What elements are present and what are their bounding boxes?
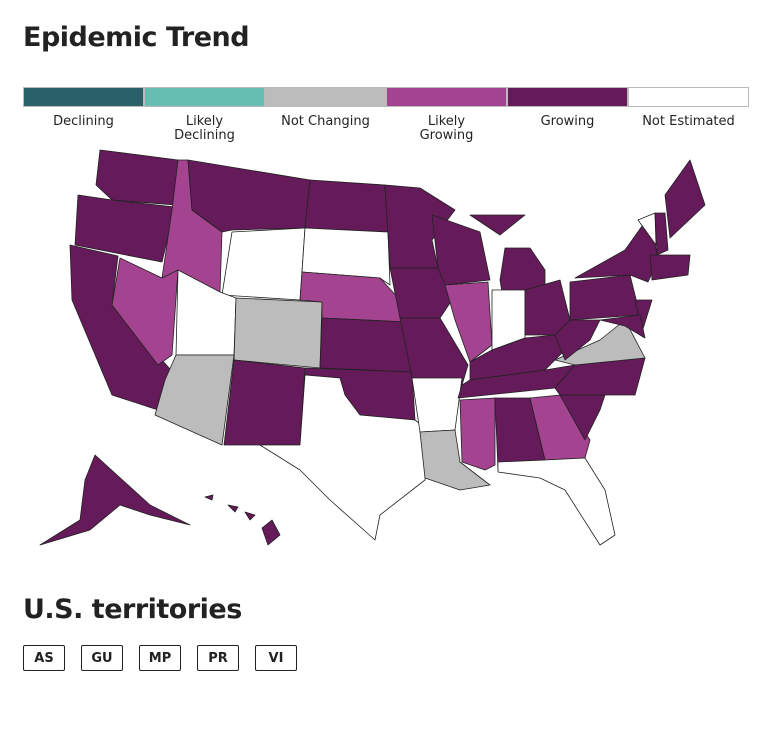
state <box>469 214 526 236</box>
state <box>654 212 669 256</box>
state <box>389 267 453 319</box>
territories-title: U.S. territories <box>23 594 242 625</box>
territory-button[interactable]: PR <box>197 645 239 671</box>
territory-button[interactable]: AS <box>23 645 65 671</box>
state <box>444 281 493 363</box>
state <box>529 394 591 461</box>
state <box>554 319 646 366</box>
legend-item: Likely Declining <box>144 87 265 143</box>
legend-swatch <box>144 87 265 107</box>
state <box>227 504 239 513</box>
state <box>301 227 391 286</box>
legend-swatch <box>386 87 507 107</box>
state <box>419 429 491 491</box>
legend-item: Likely Growing <box>386 87 507 143</box>
legend-label: Likely Growing <box>419 114 474 143</box>
state <box>111 257 179 366</box>
legend-label: Not Changing <box>281 114 370 129</box>
legend-swatch <box>628 87 749 107</box>
state <box>649 254 691 281</box>
territory-button[interactable]: VI <box>255 645 297 671</box>
state <box>221 227 306 301</box>
territory-button[interactable]: GU <box>81 645 123 671</box>
state <box>459 397 496 471</box>
state <box>569 274 641 321</box>
legend-label: Not Estimated <box>642 114 735 129</box>
title: Epidemic Trend <box>23 22 250 53</box>
state <box>39 454 191 546</box>
state <box>411 377 463 433</box>
state <box>399 317 469 386</box>
state <box>664 159 706 239</box>
territory-button[interactable]: MP <box>139 645 181 671</box>
state <box>233 297 323 369</box>
legend-item: Not Changing <box>265 87 386 143</box>
state <box>304 179 389 233</box>
state <box>554 319 601 361</box>
legend-label: Growing <box>540 114 595 129</box>
state <box>431 214 491 286</box>
legend-item: Declining <box>23 87 144 143</box>
legend-label: Declining <box>53 114 114 129</box>
legend-item: Not Estimated <box>628 87 749 143</box>
state <box>95 149 179 206</box>
state <box>204 494 214 501</box>
legend-label: Likely Declining <box>174 114 235 143</box>
state <box>497 457 616 546</box>
state <box>599 314 646 339</box>
legend-swatch <box>507 87 628 107</box>
state <box>223 359 306 446</box>
state <box>259 374 429 541</box>
us-map <box>39 149 706 546</box>
state <box>154 354 235 446</box>
legend-swatch <box>265 87 386 107</box>
territory-list: AS GU MP PR VI <box>23 645 297 671</box>
legend-item: Growing <box>507 87 628 143</box>
state <box>244 511 256 521</box>
legend: Declining Likely Declining Not Changing Lik… <box>23 87 749 143</box>
state <box>261 519 281 546</box>
state <box>319 317 413 373</box>
legend-swatch <box>23 87 144 107</box>
